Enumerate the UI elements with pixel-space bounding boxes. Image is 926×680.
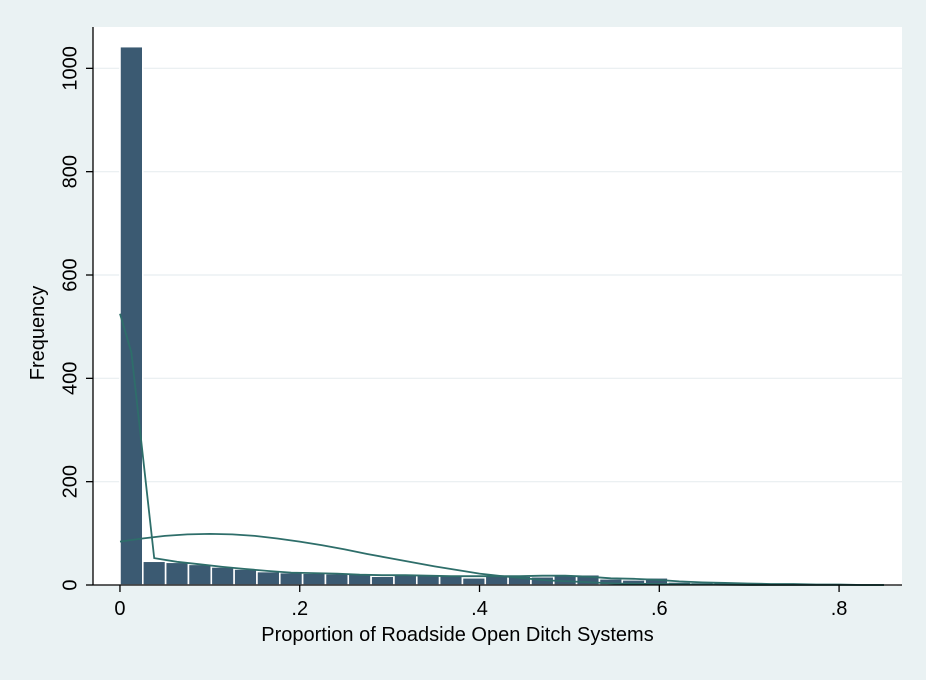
histogram-bar: [324, 572, 350, 586]
x-axis-label: Proportion of Roadside Open Ditch System…: [261, 624, 653, 646]
y-tick-label: 200: [59, 465, 81, 498]
histogram-bar: [210, 566, 235, 586]
x-tick-label: .6: [651, 598, 668, 620]
histogram-bar: [370, 575, 395, 586]
y-tick-label: 800: [59, 155, 81, 188]
histogram-bar: [278, 571, 304, 586]
y-tick-label: 1000: [59, 46, 81, 91]
histogram-bar: [347, 573, 372, 586]
y-axis-label: Frequency: [27, 286, 49, 381]
y-tick-label: 0: [59, 579, 81, 590]
x-tick-label: .8: [831, 598, 848, 620]
density-line-1: [119, 532, 884, 586]
histogram-bar: [164, 561, 190, 586]
histogram-bar: [301, 572, 327, 586]
x-tick-label: .4: [471, 598, 488, 620]
histogram-bar: [119, 45, 144, 586]
plot-area: [93, 27, 902, 585]
histogram-bar: [233, 568, 258, 586]
x-tick-label: .2: [291, 598, 308, 620]
gridlines: [93, 67, 902, 483]
axes: 0 .2 .4 .6 .8 0 200 400 600 800 1000: [59, 27, 902, 620]
y-tick-label: 400: [59, 362, 81, 395]
y-tick-label: 600: [59, 258, 81, 291]
density-lines: [119, 313, 884, 586]
histogram-bar: [141, 560, 167, 586]
histogram-bar: [461, 576, 487, 586]
x-tick-label: 0: [114, 598, 125, 620]
histogram-bar: [256, 570, 281, 586]
histogram-bar: [187, 563, 213, 586]
